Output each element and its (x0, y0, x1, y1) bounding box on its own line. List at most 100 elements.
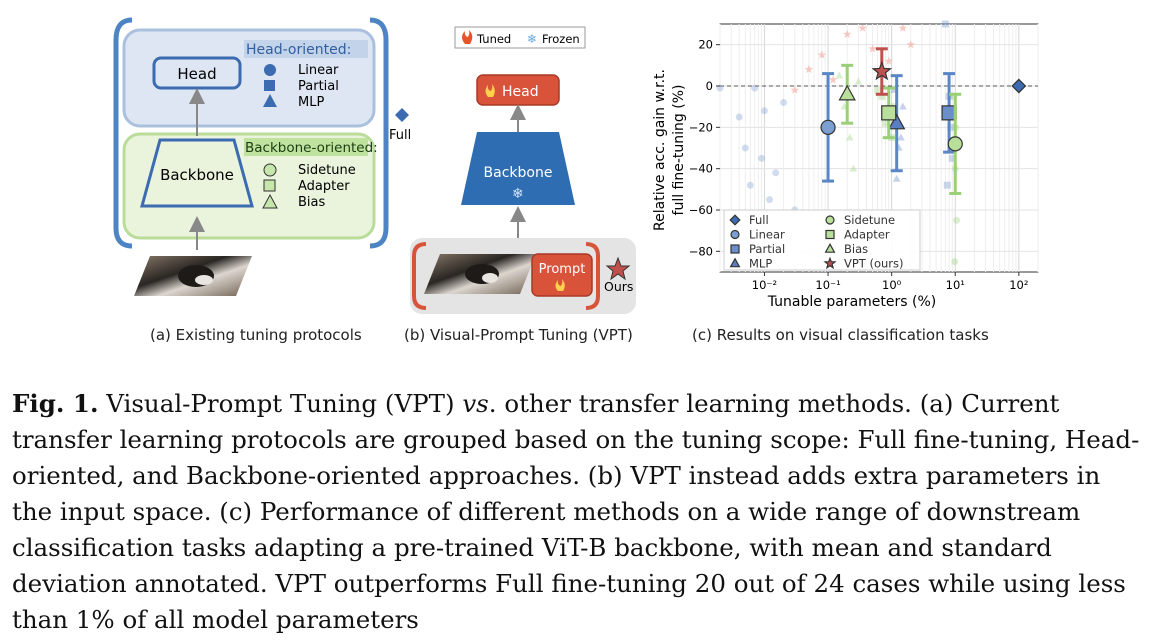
backbone-item-bias: Bias (298, 195, 325, 210)
scatter-point (858, 23, 867, 32)
legend-box (454, 26, 586, 49)
mean-marker (881, 105, 897, 121)
panel-b: Tuned ❄ Frozen Head Backbone ❄ Prompt Ou… (410, 26, 636, 314)
chart-y-ticks: 20 0 −20 −40 −60 −80 (689, 38, 720, 258)
legend-label: VPT (ours) (844, 257, 904, 271)
legend-label: Partial (749, 242, 785, 256)
chart-means (820, 47, 1027, 195)
scatter-point (947, 123, 955, 131)
backbone-oriented-title-bg (244, 138, 368, 156)
scatter-point (849, 164, 858, 172)
right-bracket (369, 17, 389, 249)
legend-label: MLP (749, 257, 772, 271)
linear-icon (264, 64, 276, 76)
mean-marker (887, 113, 906, 130)
legend-label: Sidetune (844, 213, 895, 227)
legend-label: Adapter (844, 228, 890, 242)
caption-a: (a) Existing tuning protocols (150, 326, 362, 344)
scatter-point (892, 174, 901, 182)
x-tick-label: 10² (1009, 278, 1028, 292)
head-oriented-title-bg (244, 40, 368, 58)
y-tick-label: −40 (689, 162, 713, 176)
scatter-point (881, 119, 889, 127)
head-item-mlp: MLP (298, 95, 324, 110)
head-item-partial: Partial (298, 79, 339, 94)
legend-frozen: Frozen (542, 32, 580, 46)
caption-vs: vs (462, 389, 489, 418)
adapter-icon (263, 179, 276, 192)
prompt-label: Prompt (539, 262, 586, 277)
mean-marker (871, 60, 893, 81)
vpt-head-label: Head (502, 84, 539, 100)
scatter-point (842, 29, 852, 39)
head-label: Head (177, 65, 216, 83)
caption-part1: Visual-Prompt Tuning (VPT) (98, 389, 463, 418)
snowflake-icon: ❄ (527, 32, 537, 46)
figure-panels: Head Backbone Head-oriented: Linear Part… (113, 17, 1039, 314)
legend-label: Bias (844, 242, 868, 256)
backbone-trapezoid (140, 138, 254, 208)
scatter-point (735, 113, 743, 121)
legend-marker (825, 215, 835, 225)
scatter-point (741, 144, 749, 152)
sidetune-icon (263, 163, 277, 177)
chart-x-ticks: 10⁻² 10⁻¹ 10⁰ 10¹ 10² (752, 272, 1028, 292)
y-tick-label: −60 (689, 203, 713, 217)
dog-highlight-a (195, 275, 213, 285)
full-label: Full (389, 128, 411, 143)
y-tick-label: 0 (706, 79, 713, 93)
left-bracket (113, 17, 133, 249)
scatter-point (948, 154, 956, 162)
partial-icon (264, 80, 275, 91)
x-tick-label: 10⁰ (882, 278, 902, 292)
y-tick-label: −20 (689, 120, 713, 134)
scatter-point (780, 99, 788, 107)
figure-caption: Fig. 1. Visual-Prompt Tuning (VPT) vs. o… (12, 386, 1142, 638)
ours-star-icon (605, 256, 631, 281)
vpt-right-bracket (585, 242, 600, 310)
chart-ylabel-line1: Relative acc. gain w.r.t. (652, 69, 668, 231)
legend-marker (729, 214, 741, 226)
chart-xlabel: Tunable parameters (%) (767, 294, 936, 310)
scatter-point (845, 133, 854, 141)
backbone-label: Backbone (160, 166, 234, 184)
x-tick-label: 10¹ (946, 278, 965, 292)
ours-label: Ours (604, 279, 633, 294)
legend-marker (823, 256, 837, 270)
scatter-point (898, 23, 908, 32)
scatter-point (772, 169, 780, 177)
scatter-point (941, 20, 949, 28)
scatter-point (835, 71, 844, 79)
backbone-snowflake-icon: ❄ (512, 186, 524, 202)
scatter-point (906, 40, 916, 49)
legend-marker (729, 257, 741, 268)
scatter-point (899, 102, 907, 110)
scatter-point (897, 133, 905, 141)
caption-part2: . other transfer learning methods. (a) C… (12, 389, 1140, 634)
backbone-oriented-title: Backbone-oriented: (245, 140, 378, 156)
scatter-point (878, 92, 886, 100)
legend-marker (730, 244, 740, 254)
panel-a: Head Backbone Head-oriented: Linear Part… (113, 17, 411, 296)
bias-icon (262, 193, 278, 209)
scatter-point (804, 64, 814, 74)
y-tick-label: −80 (689, 244, 713, 258)
full-icon (395, 108, 409, 122)
mlp-icon (263, 94, 277, 107)
x-tick-label: 10⁻² (752, 278, 777, 292)
scatter-point (868, 44, 877, 53)
scatter-point (765, 196, 773, 204)
vpt-left-bracket (412, 242, 427, 310)
head-fire-icon (485, 84, 495, 97)
mean-marker (820, 119, 836, 135)
scatter-point (760, 107, 768, 115)
caption-b: (b) Visual-Prompt Tuning (VPT) (404, 326, 633, 344)
legend-marker (730, 229, 740, 240)
legend-label: Full (749, 213, 769, 227)
mean-marker (1011, 78, 1027, 94)
scatter-point (951, 258, 959, 266)
caption-c: (c) Results on visual classification tas… (692, 326, 989, 344)
scatter-point (746, 181, 754, 189)
vpt-backbone-trapezoid (461, 132, 575, 205)
